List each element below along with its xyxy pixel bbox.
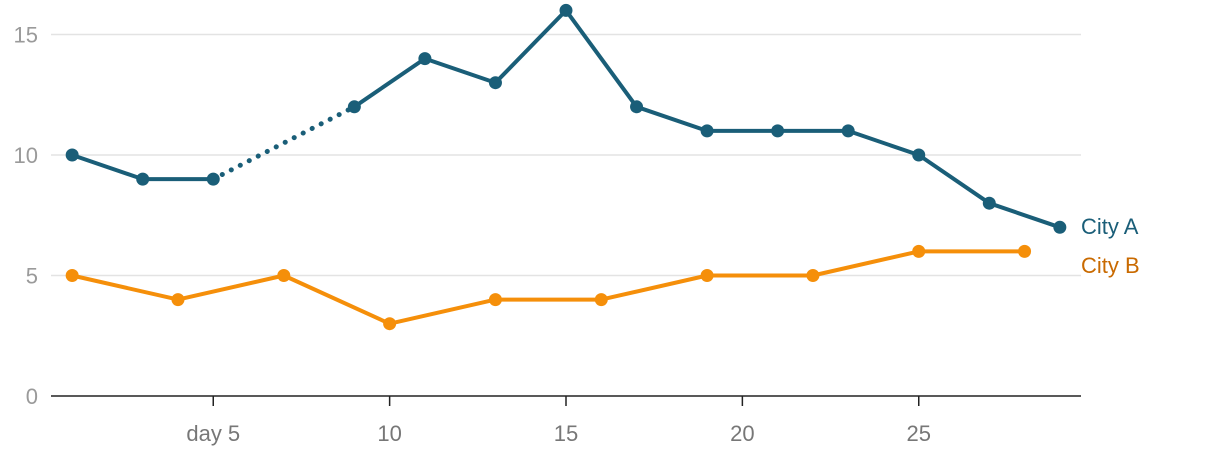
x-tick-label: 25 — [906, 421, 930, 446]
data-point — [912, 148, 926, 162]
x-tick-label: 10 — [377, 421, 401, 446]
data-point — [383, 317, 397, 331]
series-line-segment — [493, 8, 568, 85]
data-point — [700, 269, 714, 283]
x-tick-label: 15 — [554, 421, 578, 446]
series-line-segment — [175, 273, 286, 302]
data-point — [488, 76, 502, 90]
series-line-segment — [422, 56, 498, 85]
series-line-segment — [916, 153, 992, 206]
data-point — [559, 3, 573, 17]
series-label: City A — [1081, 214, 1139, 239]
data-point — [347, 100, 361, 114]
data-point — [912, 244, 926, 258]
data-point — [1018, 244, 1032, 258]
data-point — [841, 124, 855, 138]
data-point — [65, 269, 79, 283]
series-line-segment — [846, 128, 921, 158]
data-point — [630, 100, 644, 114]
grid-layer — [51, 33, 1081, 277]
y-tick-label: 0 — [26, 384, 38, 409]
series-line-segment — [70, 153, 145, 182]
data-point — [206, 172, 220, 186]
x-tick-label: day 5 — [186, 421, 240, 446]
data-point — [771, 124, 785, 138]
series-line-segment — [387, 297, 498, 326]
data-point — [594, 293, 608, 307]
series-line-segment — [70, 273, 180, 302]
data-point — [418, 52, 432, 66]
axis-layer — [51, 395, 1081, 406]
y-tick-label: 5 — [26, 264, 38, 289]
x-tick-label: 20 — [730, 421, 754, 446]
data-point — [488, 293, 502, 307]
data-point — [65, 148, 79, 162]
series-line-segment — [564, 8, 639, 109]
data-point — [700, 124, 714, 138]
series-label: City B — [1081, 253, 1140, 278]
series-line-segment — [352, 56, 427, 109]
data-point — [171, 293, 185, 307]
y-tick-label: 10 — [14, 143, 38, 168]
data-point — [806, 269, 820, 283]
data-point — [277, 269, 291, 283]
data-point — [136, 172, 150, 186]
label-layer: 0 5 10 15 day 5 10 15 20 25 City A City B — [14, 23, 1140, 446]
y-tick-label: 15 — [14, 23, 38, 48]
series-line-segment — [810, 249, 921, 278]
series-line-segment-dotted — [210, 104, 357, 182]
series-line-segment — [281, 273, 392, 326]
series-2 — [65, 244, 1032, 331]
series-line-segment — [599, 273, 710, 302]
series-1 — [65, 3, 1067, 234]
data-point — [982, 196, 996, 210]
series-line-segment — [634, 104, 710, 133]
data-point — [1053, 220, 1067, 234]
series-line-segment — [987, 201, 1062, 230]
series-layer — [65, 3, 1067, 331]
